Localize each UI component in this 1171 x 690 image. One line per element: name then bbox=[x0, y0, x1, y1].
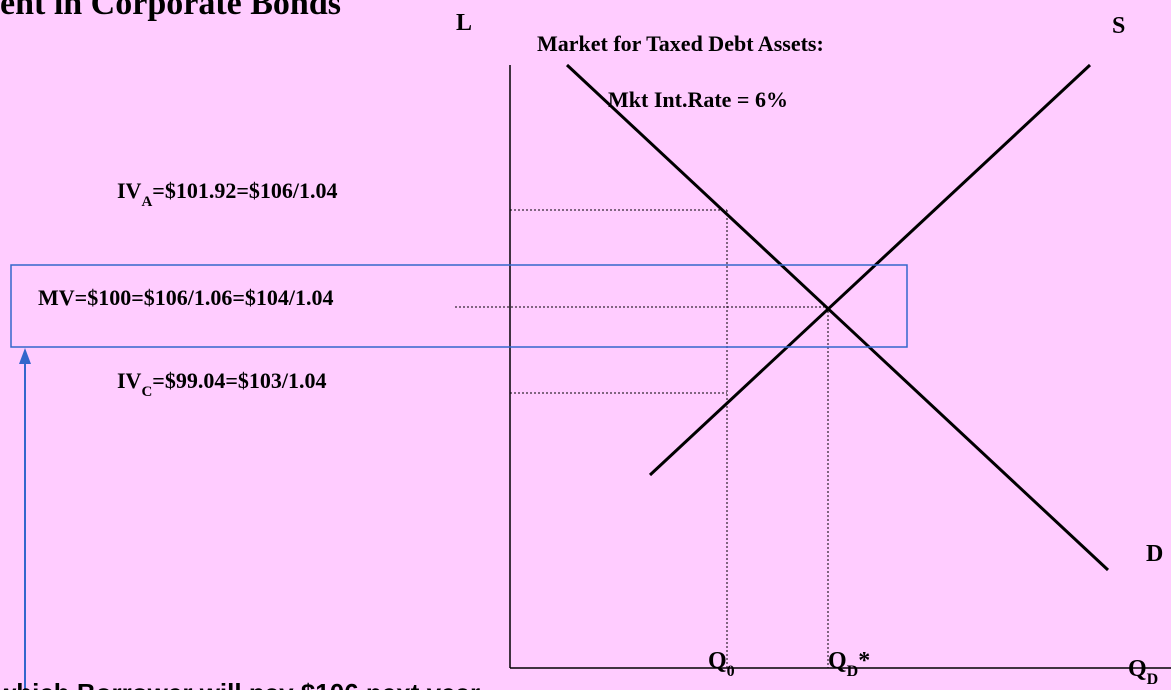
label-subscript: D bbox=[1147, 671, 1159, 688]
price-label: IVC=$99.04=$103/1.04 bbox=[117, 368, 326, 400]
guides bbox=[455, 209, 829, 668]
quantity-label: Q0 bbox=[708, 648, 735, 680]
arrow-head bbox=[19, 348, 31, 364]
label-part: =$101.92=$106/1.04 bbox=[152, 178, 337, 203]
label-part: * bbox=[858, 648, 870, 674]
label-subscript: C bbox=[141, 384, 152, 400]
highlight-box bbox=[10, 264, 908, 348]
graph-heading: Market for Taxed Debt Assets: bbox=[537, 31, 824, 56]
label-part: =$99.04=$103/1.04 bbox=[152, 368, 326, 393]
rate-label: Mkt Int.Rate = 6% bbox=[608, 87, 788, 112]
price-label: IVA=$101.92=$106/1.04 bbox=[117, 178, 337, 210]
quantity-label: QD bbox=[1128, 656, 1158, 688]
demand-curve bbox=[565, 63, 1110, 572]
label-part: Q bbox=[1128, 656, 1147, 682]
label-subscript: 0 bbox=[727, 663, 735, 680]
label-part: Q bbox=[708, 648, 727, 674]
curve-label: S bbox=[1112, 13, 1125, 39]
label-part: IV bbox=[117, 368, 142, 393]
label-subscript: D bbox=[847, 663, 859, 680]
label-part: Q bbox=[828, 648, 847, 674]
title: ent in Corporate Bonds bbox=[0, 0, 341, 22]
footnote: which Borrower will pay $106 next year bbox=[0, 678, 480, 690]
label-part: IV bbox=[117, 178, 142, 203]
label-subscript: A bbox=[141, 194, 152, 210]
curve-label: L bbox=[456, 10, 472, 36]
quantity-label: QD* bbox=[828, 648, 870, 680]
curve-label: D bbox=[1146, 541, 1163, 567]
price-label: MV=$100=$106/1.06=$104/1.04 bbox=[38, 285, 334, 310]
supply-curve bbox=[648, 63, 1092, 477]
